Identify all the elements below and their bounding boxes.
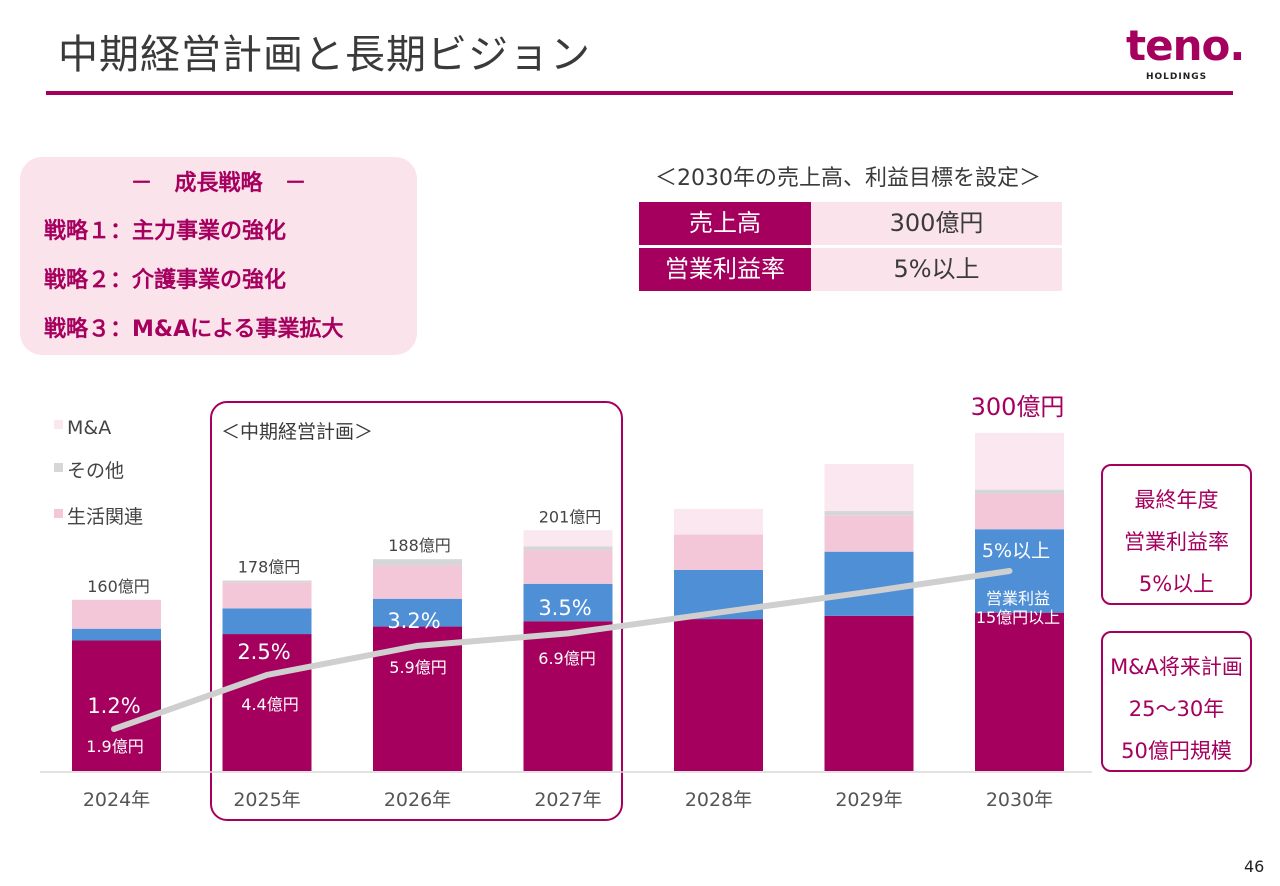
target-label-margin: 営業利益率 [639,248,811,291]
total-label-2: 188億円 [388,536,451,555]
bar-5-series-2 [824,515,914,552]
x-tick-label-5: 2029年 [835,789,902,811]
ma-box-line-1: M&A将来計画 [1110,655,1243,679]
bar-1-series-0 [222,634,312,771]
page-number: 46 [1244,857,1265,876]
strategy-heading: － 成長戦略 － [130,171,307,196]
bar-4-series-4 [674,508,763,535]
bar-2-series-1 [373,598,462,627]
total-label-1: 178億円 [238,558,301,577]
total-label-3: 201億円 [539,507,602,526]
bar-0-series-1 [72,628,161,641]
strategy-item-3: 戦略３：M&Aによる事業拡大 [44,317,344,342]
profit-label-1: 4.4億円 [241,695,298,714]
bar-1-series-2 [222,582,312,609]
bar-4-series-2 [674,534,763,570]
margin-label-6: 5%以上 [982,540,1050,562]
mid-term-plan-label: ＜中期経営計画＞ [221,421,373,443]
bar-0-series-0 [72,640,161,771]
ma-box-line-3: 50億円規模 [1121,739,1232,763]
profit-label-3: 6.9億円 [538,649,595,668]
x-tick-label-0: 2024年 [83,789,150,811]
margin-box-line-3: 5%以上 [1138,572,1215,596]
bar-6-series-2 [975,493,1064,530]
bar-3-series-2 [523,550,613,584]
strategy-item-1: 戦略１：主力事業の強化 [44,219,287,244]
bar-1-series-1 [222,608,312,635]
x-tick-label-3: 2027年 [534,789,601,811]
total-label-6: 300億円 [971,393,1065,421]
ma-box-line-2: 25～30年 [1128,697,1225,721]
title-divider [46,91,1233,95]
bar-3-series-3 [523,546,613,551]
legend-swatch-1 [54,463,63,472]
strategy-item-2: 戦略２：介護事業の強化 [44,268,287,293]
bar-3-series-4 [523,530,613,547]
page-title: 中期経営計画と長期ビジョン [58,32,591,78]
x-tick-label-1: 2025年 [233,789,300,811]
bar-6-series-3 [975,489,1064,494]
company-logo: teno. HOLDINGS [1120,20,1245,86]
x-tick-label-4: 2028年 [685,789,752,811]
bar-6-series-4 [975,432,1064,490]
bar-5-series-1 [824,551,914,616]
legend-label-1: その他 [67,460,124,482]
ma-plan-box: M&A将来計画 25～30年 50億円規模 [1101,631,1252,772]
target-label-sales: 売上高 [639,202,811,245]
logo-wordmark: teno. [1126,21,1245,70]
profit-label-2: 5.9億円 [389,658,446,677]
bar-5-series-4 [824,463,914,512]
margin-trend-line [111,568,1013,732]
bar-5-series-3 [824,511,914,516]
legend-swatch-0 [54,420,63,429]
profit-label-0: 1.9億円 [86,737,143,756]
bar-1-series-3 [222,580,312,583]
mid-term-plan-frame [210,401,623,821]
legend-label-2: 生活関連 [67,506,143,528]
x-tick-label-2: 2026年 [384,789,451,811]
target-row-sales: 売上高 300億円 [639,202,1062,245]
bar-0-series-2 [72,599,161,629]
target-caption: ＜2030年の売上高、利益目標を設定＞ [655,166,1041,191]
bar-2-series-3 [373,559,462,566]
legend-swatch-2 [54,509,63,518]
bar-5-series-0 [824,615,914,771]
logo-subtitle: HOLDINGS [1146,72,1208,82]
bar-3-series-0 [523,621,613,771]
target-row-margin: 営業利益率 5%以上 [639,248,1062,291]
margin-label-0: 1.2% [87,694,140,718]
profit-label-6-line-1: 15億円以上 [976,608,1060,627]
margin-box-line-1: 最終年度 [1134,488,1219,512]
margin-label-3: 3.5% [538,596,591,620]
target-value-margin: 5%以上 [811,248,1062,291]
bar-2-series-2 [373,565,462,599]
target-value-sales: 300億円 [811,202,1062,245]
profit-label-6-line-0: 営業利益 [986,589,1050,608]
margin-label-2: 3.2% [387,609,440,633]
growth-strategy-box: － 成長戦略 － 戦略１：主力事業の強化 戦略２：介護事業の強化 戦略３：M&A… [20,157,417,355]
bar-3-series-1 [523,583,613,622]
bar-4-series-0 [674,619,763,771]
margin-box-line-2: 営業利益率 [1124,530,1229,554]
total-label-0: 160億円 [87,577,150,596]
x-tick-label-6: 2030年 [986,789,1053,811]
final-year-margin-box: 最終年度 営業利益率 5%以上 [1101,464,1252,605]
bar-6-series-0 [975,612,1064,771]
margin-label-1: 2.5% [237,640,290,664]
legend-label-0: M&A [67,417,111,439]
